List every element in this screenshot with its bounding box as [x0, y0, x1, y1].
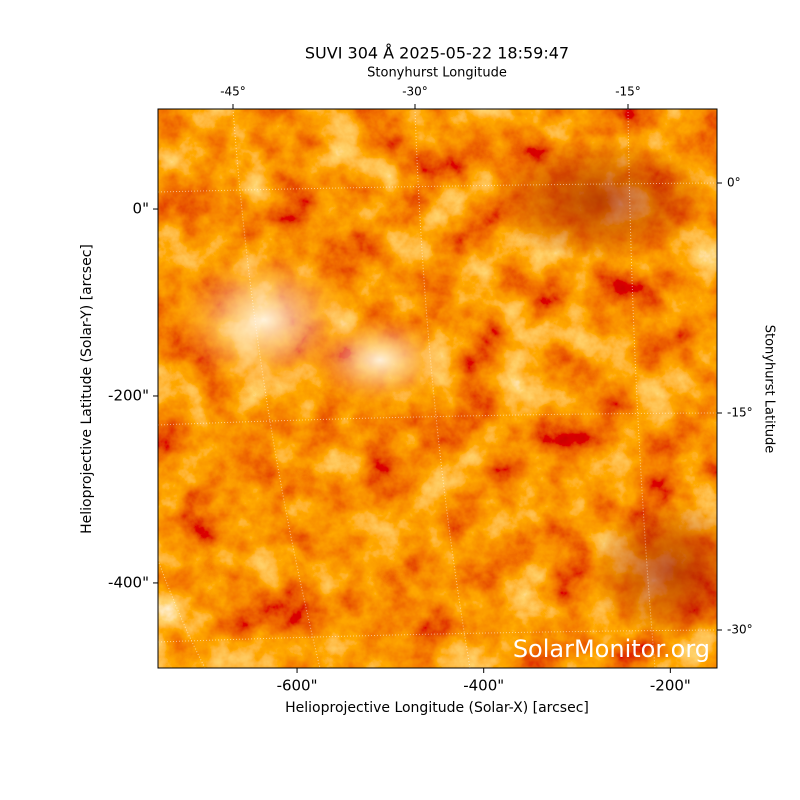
plot-frame [157, 108, 718, 669]
x-axis-label: Helioprojective Longitude (Solar-X) [arc… [285, 700, 589, 716]
top-tick-label: -15° [615, 85, 641, 99]
y-tick-label: -200" [108, 386, 149, 404]
right-tick-label: -30° [727, 623, 753, 637]
right-tick-label: -15° [727, 406, 753, 420]
x-tick-label: -200" [650, 677, 691, 695]
right-tick-label: 0° [727, 176, 741, 190]
top-tick-label: -45° [220, 85, 246, 99]
top-axis-label: Stonyhurst Longitude [367, 66, 507, 81]
x-tick-label: -600" [277, 677, 318, 695]
y-tick-label: -400" [108, 573, 149, 591]
right-axis-label: Stonyhurst Latitude [762, 325, 777, 454]
y-tick-label: 0" [133, 200, 149, 218]
x-tick-label: -400" [463, 677, 504, 695]
chart-title: SUVI 304 Å 2025-05-22 18:59:47 [305, 44, 569, 63]
watermark: SolarMonitor.org [513, 635, 710, 663]
top-tick-label: -30° [402, 85, 428, 99]
solar-image [158, 109, 717, 668]
y-axis-label: Helioprojective Latitude (Solar-Y) [arcs… [79, 244, 95, 534]
